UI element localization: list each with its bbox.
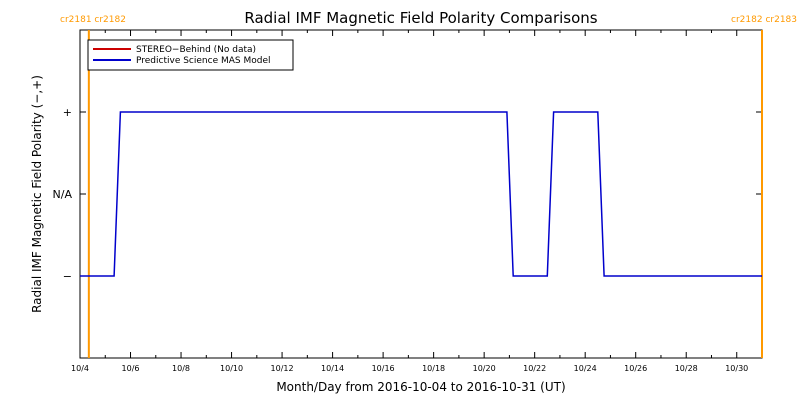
x-tick-label: 10/14 (321, 364, 344, 373)
y-tick-label: − (63, 270, 72, 283)
x-tick-label: 10/24 (574, 364, 597, 373)
x-tick-label: 10/30 (725, 364, 748, 373)
series-line-mas-model (80, 111, 762, 277)
carrington-marker-label: cr2182 cr2183 (731, 15, 797, 25)
legend: STEREO−Behind (No data)Predictive Scienc… (87, 39, 294, 71)
carrington-marker-label: cr2181 cr2182 (60, 15, 126, 25)
y-axis-ticks: + N/A − (53, 106, 762, 283)
x-tick-label: 10/4 (71, 364, 89, 373)
y-axis-label: Radial IMF Magnetic Field Polarity (−,+) (30, 75, 44, 313)
y-tick-label: + (63, 106, 72, 119)
chart-title: Radial IMF Magnetic Field Polarity Compa… (244, 9, 597, 27)
x-axis-ticks: 10/4 10/6 10/8 10/10 10/12 10/14 10/16 10/18 10/… (71, 30, 763, 373)
x-tick-label: 10/8 (172, 364, 190, 373)
x-tick-label: 10/12 (271, 364, 294, 373)
x-tick-label: 10/26 (624, 364, 647, 373)
y-tick-label: N/A (53, 188, 73, 201)
series-lines (80, 111, 762, 277)
x-tick-label: 10/22 (523, 364, 546, 373)
x-tick-label: 10/28 (675, 364, 698, 373)
x-tick-label: 10/6 (122, 364, 140, 373)
legend-box (87, 39, 294, 71)
legend-entry-label: STEREO−Behind (No data) (136, 45, 256, 55)
x-tick-label: 10/10 (220, 364, 243, 373)
x-axis-label: Month/Day from 2016-10-04 to 2016-10-31 … (276, 380, 565, 394)
x-tick-label: 10/16 (372, 364, 395, 373)
legend-entry-label: Predictive Science MAS Model (136, 56, 271, 66)
x-tick-label: 10/20 (473, 364, 496, 373)
plot-frame (79, 29, 763, 359)
x-tick-label: 10/18 (422, 364, 445, 373)
plot-border (79, 29, 763, 359)
carrington-markers: cr2181 cr2182 cr2182 cr2183 (60, 15, 797, 358)
